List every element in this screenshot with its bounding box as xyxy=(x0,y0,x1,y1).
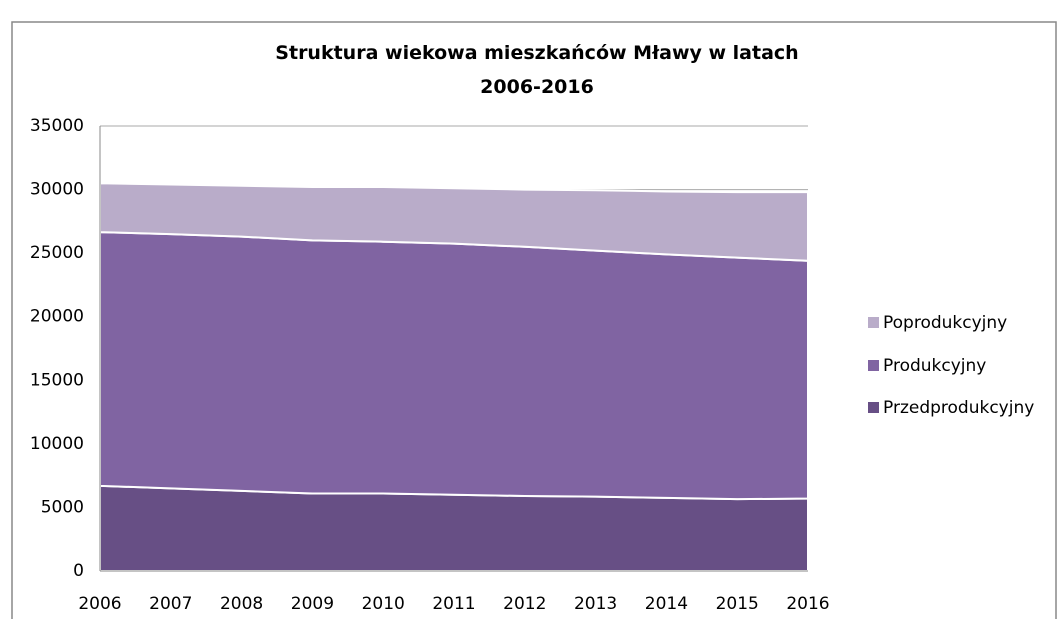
x-tick-label: 2013 xyxy=(574,594,617,614)
x-tick-label: 2016 xyxy=(786,594,829,614)
x-tick-label: 2007 xyxy=(149,594,192,614)
y-tick-label: 15000 xyxy=(30,370,84,390)
y-tick-label: 30000 xyxy=(30,180,84,200)
area xyxy=(99,231,809,501)
chart-title: Struktura wiekowa mieszkańców Mławy w la… xyxy=(275,42,799,98)
x-tick-label: 2010 xyxy=(362,594,405,614)
y-tick-label: 25000 xyxy=(30,243,84,263)
y-tick-label: 35000 xyxy=(30,116,84,136)
y-tick-label: 20000 xyxy=(30,307,84,327)
y-tick-label: 10000 xyxy=(30,434,84,454)
legend-label: Produkcyjny xyxy=(883,356,986,376)
y-tick-label: 0 xyxy=(73,561,84,581)
x-tick-label: 2012 xyxy=(503,594,546,614)
x-tick-label: 2009 xyxy=(291,594,334,614)
x-tick-label: 2014 xyxy=(645,594,688,614)
x-tick-label: 2011 xyxy=(432,594,475,614)
area xyxy=(99,182,809,262)
legend-label: Poprodukcyjny xyxy=(883,313,1007,333)
y-tick-label: 5000 xyxy=(41,497,84,517)
legend-swatch xyxy=(868,360,879,371)
x-tick-label: 2015 xyxy=(716,594,759,614)
x-tick-label: 2006 xyxy=(78,594,121,614)
legend-swatch xyxy=(868,317,879,328)
legend-swatch xyxy=(868,402,879,413)
x-tick-label: 2008 xyxy=(220,594,263,614)
legend-label: Przedprodukcyjny xyxy=(883,398,1034,418)
